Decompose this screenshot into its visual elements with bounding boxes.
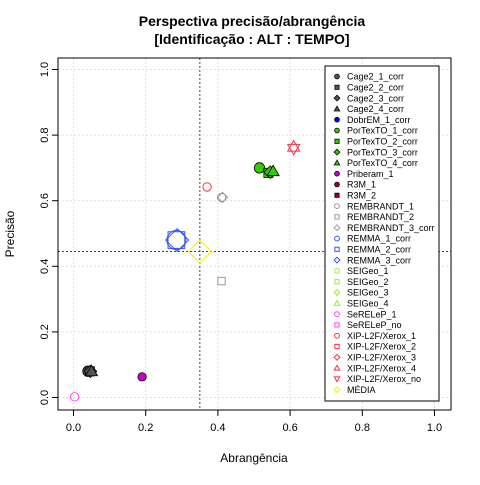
x-tick-label-3: 0.6 — [282, 422, 297, 434]
chart-title-line-2: [Identificação : ALT : TEMPO] — [154, 31, 349, 47]
legend-marker-28 — [333, 376, 341, 383]
legend-label-16: REMMA_2_corr — [347, 244, 411, 254]
legend-label-9: Priberam_1 — [347, 169, 394, 179]
legend-marker-1 — [334, 84, 340, 90]
point-28-0 — [286, 143, 301, 156]
legend-marker-23 — [334, 322, 340, 328]
legend-marker-25 — [334, 343, 340, 350]
legend-label-24: XIP-L2F/Xerox_1 — [347, 331, 416, 341]
legend-label-1: Cage2_2_corr — [347, 82, 404, 92]
legend-marker-5 — [334, 127, 340, 134]
legend-label-0: Cage2_1_corr — [347, 72, 404, 82]
point-16-0 — [167, 231, 186, 249]
legend-marker-24 — [334, 332, 340, 339]
legend-marker-15 — [334, 235, 340, 242]
legend-label-23: SeRELeP_no — [347, 320, 402, 330]
legend-marker-8 — [333, 159, 341, 166]
legend-label-3: Cage2_4_corr — [347, 104, 404, 114]
legend-label-13: REMBRANDT_2 — [347, 212, 414, 222]
legend-marker-22 — [334, 311, 340, 318]
legend: Cage2_1_corrCage2_2_corrCage2_3_corrCage… — [324, 65, 440, 402]
legend-label-29: MÉDIA — [347, 385, 376, 395]
legend-label-28: XIP-L2F/Xerox_no — [347, 374, 421, 384]
legend-marker-17 — [333, 256, 341, 264]
x-tick-label-0: 0.0 — [66, 422, 81, 434]
legend-label-22: SeRELeP_1 — [347, 309, 397, 319]
point-27-0 — [286, 139, 301, 152]
legend-label-14: REMBRANDT_3_corr — [347, 223, 435, 233]
chart-title-line-1: Perspectiva precisão/abrangência — [139, 13, 366, 29]
legend-label-6: PorTexTO_2_corr — [347, 136, 418, 146]
plot-frame — [57, 57, 452, 411]
legend-marker-13 — [334, 214, 340, 220]
legend-marker-0 — [334, 73, 340, 80]
reference-lines — [58, 58, 451, 410]
point-5-0 — [253, 162, 266, 174]
legend-label-21: SEIGeo_4 — [347, 298, 389, 308]
point-9-0 — [137, 372, 147, 382]
legend-marker-29 — [333, 386, 341, 394]
y-tick-label-0: 0.0 — [39, 390, 51, 405]
legend-marker-20 — [333, 288, 341, 297]
legend-label-12: REMBRANDT_1 — [347, 201, 414, 211]
point-24-0 — [202, 182, 212, 192]
legend-marker-26 — [333, 353, 341, 361]
legend-label-7: PorTexTO_3_corr — [347, 147, 418, 157]
legend-label-20: SEIGeo_3 — [347, 288, 389, 298]
legend-box — [324, 65, 440, 402]
data-points — [69, 139, 301, 402]
y-axis-label: Precisão — [3, 210, 17, 257]
y-tick-label-5: 1.0 — [39, 62, 51, 77]
legend-marker-7 — [333, 148, 341, 156]
legend-marker-12 — [334, 203, 340, 210]
point-29-0 — [187, 239, 212, 264]
legend-marker-21 — [333, 299, 341, 306]
point-13-0 — [217, 276, 226, 286]
legend-marker-6 — [334, 138, 340, 144]
y-tick-label-3: 0.6 — [39, 193, 51, 208]
x-axis-ticks: 0.0 0.2 0.4 0.6 0.8 1.0 — [66, 410, 442, 434]
x-tick-label-4: 0.8 — [355, 422, 370, 434]
legend-marker-14 — [333, 224, 341, 232]
y-tick-label-1: 0.2 — [39, 324, 51, 339]
legend-label-8: PorTexTO_4_corr — [347, 158, 418, 168]
legend-label-26: XIP-L2F/Xerox_3 — [347, 352, 416, 362]
y-axis-ticks: 0.0 0.2 0.4 0.6 0.8 1.0 — [39, 62, 58, 405]
legend-marker-4 — [334, 116, 340, 123]
y-tick-label-4: 0.8 — [39, 127, 51, 142]
x-axis-label: Abrangência — [220, 451, 288, 465]
legend-marker-18 — [334, 268, 340, 274]
legend-label-17: REMMA_3_corr — [347, 255, 411, 265]
legend-label-25: XIP-L2F/Xerox_2 — [347, 342, 416, 352]
point-15-0 — [166, 230, 187, 251]
legend-label-19: SEIGeo_2 — [347, 277, 389, 287]
point-3-0 — [84, 364, 99, 377]
x-tick-label-1: 0.2 — [138, 422, 153, 434]
legend-label-11: R3M_2 — [347, 190, 376, 200]
legend-label-5: PorTexTO_1_corr — [347, 126, 418, 136]
legend-marker-11 — [334, 192, 340, 198]
legend-marker-9 — [334, 170, 340, 177]
legend-marker-3 — [333, 105, 341, 112]
legend-label-15: REMMA_1_corr — [347, 234, 411, 244]
x-tick-label-2: 0.4 — [210, 422, 225, 434]
legend-marker-27 — [333, 364, 341, 371]
point-8-0 — [266, 164, 280, 177]
legend-label-27: XIP-L2F/Xerox_4 — [347, 363, 416, 373]
legend-marker-16 — [334, 246, 340, 252]
legend-label-10: R3M_1 — [347, 180, 376, 190]
point-22-0 — [69, 392, 80, 402]
legend-label-2: Cage2_3_corr — [347, 93, 404, 103]
legend-marker-2 — [333, 94, 341, 102]
y-tick-label-2: 0.4 — [39, 259, 51, 274]
legend-marker-19 — [334, 279, 340, 285]
x-tick-label-5: 1.0 — [427, 422, 442, 434]
point-14-0 — [216, 191, 229, 204]
legend-label-4: DobrEM_1_corr — [347, 115, 411, 125]
legend-marker-10 — [334, 181, 340, 188]
point-17-0 — [164, 227, 190, 253]
legend-label-18: SEIGeo_1 — [347, 266, 389, 276]
